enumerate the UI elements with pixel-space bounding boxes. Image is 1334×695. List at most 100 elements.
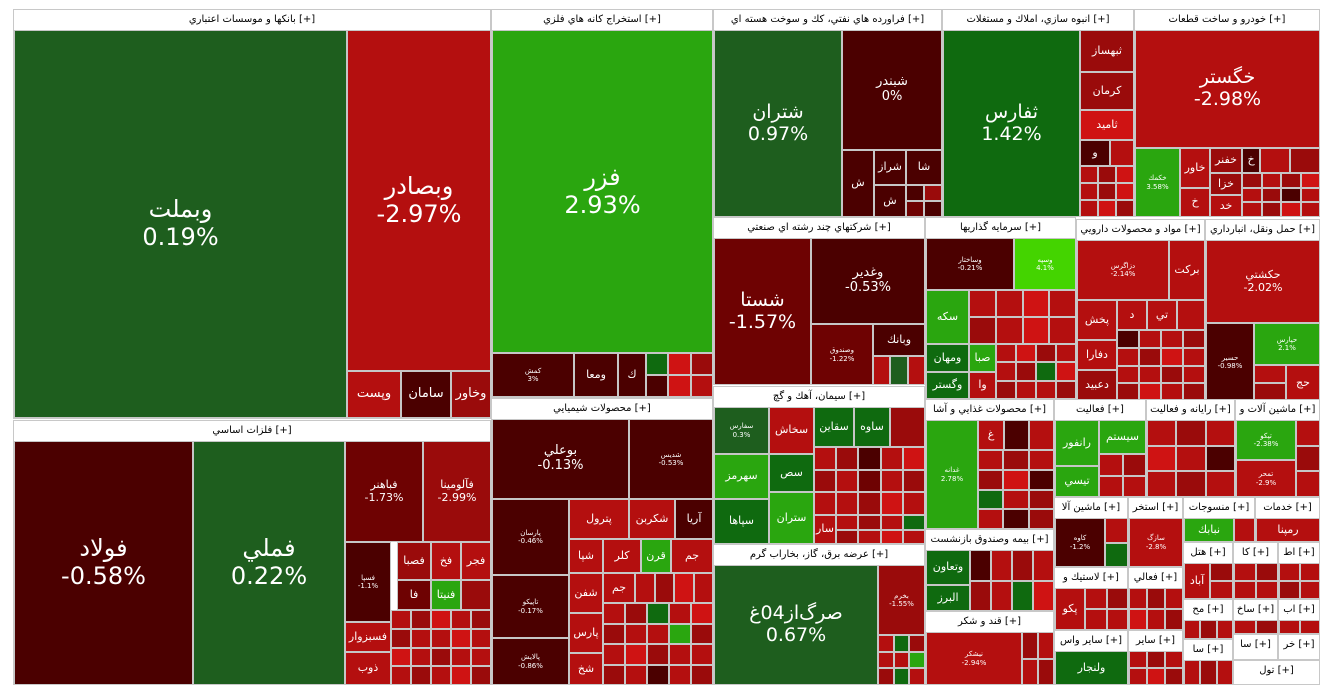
- sector-title[interactable]: فعاليت [+]: [1055, 400, 1145, 420]
- tile-nishkar[interactable]: نيشكر -2.94%: [926, 632, 1022, 684]
- tile-stran[interactable]: ستران: [769, 492, 814, 543]
- sector-title[interactable]: فراورده هاي نفتي، كك و سوخت هسته اي [+]: [714, 10, 941, 30]
- sector-title[interactable]: حمل ونقل، انبارداري [+]: [1206, 220, 1319, 240]
- tile-fulad[interactable]: فولاد -0.58%: [14, 441, 193, 684]
- tile-v[interactable]: و: [1080, 140, 1110, 166]
- tile-shsta[interactable]: شستا -1.57%: [714, 238, 811, 384]
- tile-fakh[interactable]: فخ: [431, 542, 461, 580]
- tile-sqayen[interactable]: سقاين: [814, 407, 854, 447]
- tile-thfars[interactable]: ثفارس 1.42%: [943, 30, 1080, 216]
- tile-nbak[interactable]: نبابك: [1184, 518, 1234, 541]
- sector-title[interactable]: تول [+]: [1234, 661, 1319, 681]
- tile-vlnjar[interactable]: ولنجار: [1055, 651, 1127, 684]
- tile-vsakhtar[interactable]: وساختار -0.21%: [926, 238, 1014, 290]
- sector-title[interactable]: عرضه برق، گاز، بخاراب گرم [+]: [714, 545, 924, 565]
- tile-klr[interactable]: كلر: [603, 539, 641, 573]
- tile-shdis[interactable]: شديس -0.53%: [629, 419, 712, 499]
- tile-vsepah[interactable]: وسپه 4.1%: [1014, 238, 1075, 290]
- sector-title[interactable]: خودرو و ساخت قطعات [+]: [1135, 10, 1319, 30]
- sector-title[interactable]: بانكها و موسسات اعتباري [+]: [14, 10, 490, 30]
- tile-ranfur[interactable]: رانفور: [1055, 420, 1099, 466]
- tile-khfnr[interactable]: خفنر: [1210, 148, 1242, 173]
- sector-title[interactable]: سا [+]: [1234, 635, 1277, 655]
- tile-vtaavon[interactable]: وتعاون: [926, 550, 970, 585]
- tile-hkshti[interactable]: حكشتي -2.02%: [1206, 240, 1319, 323]
- tile-rmpna[interactable]: رمپنا: [1256, 518, 1319, 541]
- sector-title[interactable]: محصولات غذايي و آشا [+]: [926, 400, 1053, 420]
- tile-zob[interactable]: ذوب: [345, 652, 391, 684]
- tile-ssiaha[interactable]: سپاها: [714, 499, 769, 543]
- tile-vsnaft[interactable]: وصندوق -1.22%: [811, 324, 873, 384]
- tile-sekhash[interactable]: سخاش: [769, 407, 814, 454]
- tile-abad[interactable]: آباد: [1184, 563, 1210, 598]
- sector-title[interactable]: سا [+]: [1184, 640, 1232, 660]
- tile-dabid[interactable]: دعبيد: [1077, 370, 1117, 400]
- tile-jam[interactable]: جم: [603, 573, 635, 603]
- sector-title[interactable]: رايانه و فعاليت [+]: [1147, 400, 1234, 420]
- sector-title[interactable]: ماشين آلات و [+]: [1236, 400, 1319, 420]
- tile-kaveh[interactable]: كاوه -1.2%: [1055, 518, 1105, 566]
- tile-ssa[interactable]: سص: [769, 454, 814, 492]
- tile-kmash[interactable]: كمش 3%: [492, 353, 574, 397]
- tile-hsir[interactable]: حسير -0.98%: [1206, 323, 1254, 400]
- tile-tmohr[interactable]: تمحر -2.9%: [1236, 460, 1296, 496]
- tile-fnita[interactable]: فنيتا: [431, 580, 461, 610]
- tile-shiraz[interactable]: شراز: [874, 150, 906, 185]
- tile-sorg[interactable]: صرگ‌از04غ 0.67%: [714, 565, 878, 684]
- tile-shfn[interactable]: شفن: [569, 573, 603, 613]
- tile-saman[interactable]: سامان: [401, 371, 451, 418]
- tile-sar[interactable]: سار: [814, 515, 836, 543]
- sector-title[interactable]: ماشين آلا [+]: [1055, 498, 1127, 518]
- tile-sava[interactable]: ساوه: [854, 407, 890, 447]
- sector-title[interactable]: قند و شكر [+]: [926, 612, 1053, 632]
- tile-sh[interactable]: ش: [842, 150, 874, 216]
- tile-vmhan[interactable]: ومهان: [926, 344, 969, 372]
- tile-h[interactable]: حج: [1286, 365, 1319, 400]
- sector-title[interactable]: لاستيك و [+]: [1055, 568, 1127, 588]
- sector-title[interactable]: استخر [+]: [1129, 498, 1182, 518]
- tile-k[interactable]: ك: [618, 353, 646, 397]
- sector-title[interactable]: ساير واس [+]: [1055, 631, 1127, 651]
- tile-shkrbn[interactable]: شكربن: [629, 499, 675, 539]
- tile-khavar[interactable]: خاور: [1180, 148, 1210, 188]
- sector-title[interactable]: فلزات اساسي [+]: [14, 421, 490, 441]
- tile-fbahnr[interactable]: فباهنر -1.73%: [345, 441, 423, 542]
- tile-va[interactable]: وا: [969, 372, 996, 398]
- tile-vbank[interactable]: وبانك: [873, 324, 924, 356]
- tile-shkh[interactable]: شخ: [569, 653, 603, 684]
- tile-pkhsh[interactable]: پخش: [1077, 300, 1117, 340]
- tile-barkat[interactable]: بركت: [1169, 240, 1204, 300]
- tile-qrn[interactable]: قرن: [641, 539, 671, 573]
- tile-shtran[interactable]: شتران 0.97%: [714, 30, 842, 216]
- tile-fsepa[interactable]: فسپا -1.1%: [345, 542, 391, 622]
- tile-vkhavar[interactable]: وخاور: [451, 371, 490, 418]
- tile-boali[interactable]: بوعلي -0.13%: [492, 419, 629, 499]
- tile-arya[interactable]: آريا: [675, 499, 712, 539]
- tile-sazg[interactable]: سازگ -2.8%: [1129, 518, 1182, 566]
- tile-tpkosh[interactable]: تپكو -2.38%: [1236, 420, 1296, 460]
- sector-title[interactable]: سرمايه گذاريها [+]: [926, 218, 1075, 238]
- tile-paars[interactable]: پارس: [569, 613, 603, 653]
- tile-fsabzvar[interactable]: فسبزوار: [345, 622, 391, 652]
- tile-gh[interactable]: غ: [978, 420, 1004, 450]
- tile-fsa[interactable]: فصبا: [397, 542, 431, 580]
- tile-vbmlt[interactable]: وبملت 0.19%: [14, 30, 347, 418]
- tile-khkmak[interactable]: خكمك 3.58%: [1135, 148, 1180, 216]
- tile-sfars[interactable]: سفارس 0.3%: [714, 407, 769, 454]
- sector-title[interactable]: ساخ [+]: [1234, 600, 1277, 620]
- tile-thamid[interactable]: ثاميد: [1080, 110, 1133, 140]
- tile-vbsadr[interactable]: وبصادر -2.97%: [347, 30, 490, 371]
- tile-fjar[interactable]: فجر: [461, 542, 490, 580]
- tile-jm[interactable]: جم: [671, 539, 712, 573]
- tile-hpars[interactable]: حپارس 2.1%: [1254, 323, 1319, 365]
- tile-sistam[interactable]: سيستم: [1099, 420, 1145, 454]
- sector-title[interactable]: سيمان، آهك و گچ [+]: [714, 387, 924, 407]
- tile-tafarz[interactable]: پالايش -0.86%: [492, 638, 569, 684]
- sector-title[interactable]: منسوجات [+]: [1184, 498, 1254, 518]
- sector-title[interactable]: فعالي [+]: [1129, 568, 1182, 588]
- sector-title[interactable]: خر [+]: [1279, 635, 1319, 655]
- tile-ghdana[interactable]: غدانه 2.78%: [926, 420, 978, 528]
- sector-title[interactable]: شركتهاي چند رشته اي صنعتي [+]: [714, 218, 924, 238]
- tile-tapiko[interactable]: تاپيكو -0.17%: [492, 575, 569, 638]
- tile-sekeh[interactable]: سكه: [926, 290, 969, 344]
